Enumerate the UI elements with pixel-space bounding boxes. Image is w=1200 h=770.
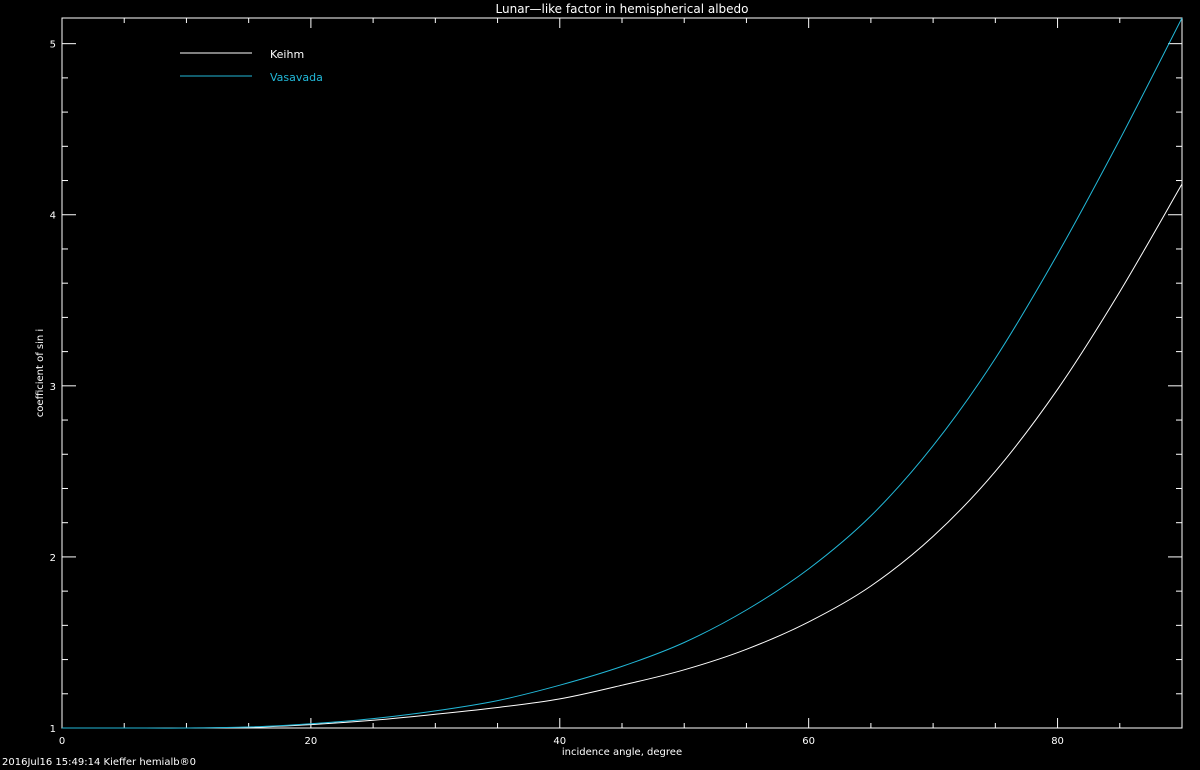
series-lines	[62, 17, 1183, 729]
x-tick-label: 60	[802, 736, 815, 747]
y-tick-label: 3	[50, 382, 56, 393]
y-tick-label: 5	[50, 40, 56, 51]
tick-labels: 0 20 40 60 80 1 2 3 4 5	[50, 40, 1064, 747]
footer-timestamp: 2016Jul16 15:49:14 Kieffer hemialb®0	[2, 757, 196, 768]
legend: Keihm Vasavada	[180, 48, 323, 84]
axis-ticks	[62, 18, 1182, 728]
x-tick-label: 80	[1051, 736, 1064, 747]
x-tick-label: 20	[305, 736, 318, 747]
x-axis-label: incidence angle, degree	[562, 747, 682, 758]
legend-label-vasavada: Vasavada	[270, 71, 323, 84]
plot-frame	[61, 17, 1183, 729]
y-tick-label: 1	[50, 724, 56, 735]
y-axis-label: coefficient of sin i	[35, 329, 46, 417]
series-line-keihm	[62, 183, 1183, 729]
x-tick-label: 0	[59, 736, 65, 747]
legend-label-keihm: Keihm	[270, 48, 304, 61]
x-tick-label: 40	[553, 736, 566, 747]
chart-title: Lunar—like factor in hemispherical albed…	[496, 2, 749, 16]
y-tick-label: 2	[50, 553, 56, 564]
series-line-vasavada	[62, 17, 1183, 729]
y-tick-label: 4	[50, 211, 56, 222]
